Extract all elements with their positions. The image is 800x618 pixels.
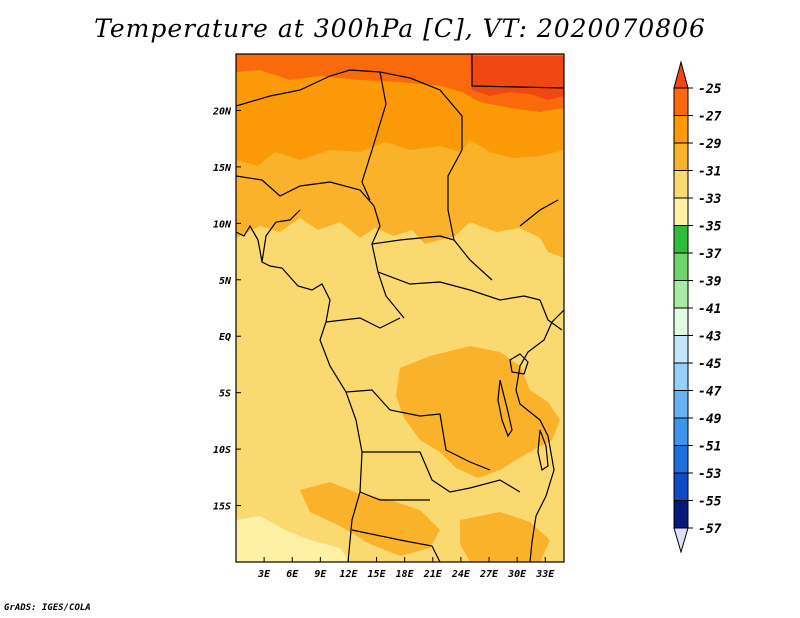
y-tick-label: 5N <box>219 276 232 287</box>
colorbar-label: -29 <box>698 137 722 152</box>
colorbar-swatch <box>673 225 689 254</box>
y-tick-label: 20N <box>212 106 232 117</box>
lake-victoria <box>509 353 529 375</box>
border-sahel2 <box>371 205 405 319</box>
border-e1 <box>539 299 563 331</box>
y-tick-label: 15S <box>213 502 231 513</box>
credit-label: GrADS: IGES/COLA <box>4 603 91 613</box>
x-tick-label: 30E <box>507 569 527 580</box>
colorbar-swatch <box>673 445 689 474</box>
border-c3 <box>325 317 401 329</box>
field-patch-south <box>300 482 440 556</box>
colorbar-label: -35 <box>698 220 722 235</box>
x-tick-label: 21E <box>423 569 443 580</box>
colorbar-bottom-arrow <box>673 527 689 554</box>
y-tick-label: 5S <box>219 389 231 400</box>
colorbar-swatch <box>673 87 689 116</box>
x-axis: 3E 6E 9E 12E 15E 18E 21E 24E 27E 30E 33E <box>257 557 555 580</box>
border-c2 <box>377 271 541 301</box>
x-tick-label: 15E <box>368 569 387 580</box>
border-n1 <box>236 69 463 150</box>
colorbar-swatch <box>673 170 689 199</box>
colorbar-swatch <box>673 472 689 501</box>
x-tick-label: 9E <box>314 569 327 580</box>
x-tick-label: 33E <box>535 569 555 580</box>
coastline-west-africa <box>236 224 363 562</box>
colorbar-swatch <box>673 307 689 336</box>
border-c1 <box>371 235 455 245</box>
colorbar-swatch <box>673 252 689 281</box>
colorbar-label: -31 <box>698 165 721 180</box>
border-sahel1 <box>236 175 375 207</box>
colorbar-top-arrow <box>673 60 689 89</box>
colorbar-label: -55 <box>698 495 722 510</box>
x-tick-label: 6E <box>286 569 299 580</box>
colorbar-swatch <box>673 142 689 171</box>
colorbar-label: -25 <box>698 82 722 97</box>
map-frame <box>235 53 565 563</box>
colorbar-label: -27 <box>698 110 722 125</box>
y-tick-label: 10N <box>213 219 232 230</box>
colorbar-label: -53 <box>698 467 722 482</box>
border-s3 <box>351 529 441 562</box>
colorbar-swatch <box>673 280 689 309</box>
colorbar-label: -49 <box>698 412 722 427</box>
field-patch-southeast <box>460 512 550 562</box>
field-patch-cool <box>236 516 350 562</box>
border-n2 <box>471 54 564 89</box>
colorbar-swatch <box>673 417 689 446</box>
x-tick-label: 24E <box>451 569 471 580</box>
field-core-minus25 <box>470 56 564 100</box>
y-axis: 20N 15N 10N 5N EQ 5S 10S 15S <box>212 106 241 513</box>
border-e2 <box>519 199 559 227</box>
border-n4 <box>447 149 493 281</box>
colorbar-label: -51 <box>698 440 721 455</box>
country-borders <box>236 54 564 562</box>
y-tick-label: 15N <box>213 163 232 174</box>
coastline-east-africa <box>515 309 564 562</box>
colorbar-label: -57 <box>698 522 722 537</box>
colorbar-label: -47 <box>698 385 722 400</box>
colorbar-label: -37 <box>698 247 722 262</box>
x-tick-label: 3E <box>257 569 271 580</box>
colorbar: -25 -27 -29 -31 -33 -35 -37 -39 -41 -43 -45 -47 -49 -… <box>673 60 722 554</box>
border-s2 <box>359 491 430 501</box>
border-n3 <box>361 71 387 201</box>
field-patch-east <box>396 346 560 478</box>
lake-malawi <box>537 429 549 471</box>
chart-title: Temperature at 300hPa [C], VT: 202007080… <box>94 14 706 43</box>
y-tick-label: EQ <box>219 332 231 343</box>
lake-tanganyika <box>497 379 513 438</box>
colorbar-swatch <box>673 390 689 419</box>
colorbar-swatch <box>673 197 689 226</box>
border-w1 <box>261 209 301 263</box>
border-s1 <box>362 451 521 493</box>
colorbar-swatch <box>673 362 689 391</box>
colorbar-label: -43 <box>698 330 722 345</box>
x-tick-label: 18E <box>396 569 415 580</box>
colorbar-swatch <box>673 500 689 529</box>
x-tick-label: 12E <box>339 569 358 580</box>
colorbar-swatch <box>673 115 689 144</box>
x-tick-label: 27E <box>479 569 499 580</box>
y-tick-label: 10S <box>213 445 231 456</box>
colorbar-label: -39 <box>698 275 722 290</box>
colorbar-label: -41 <box>698 302 721 317</box>
colorbar-label: -33 <box>698 192 722 207</box>
colorbar-swatch <box>673 335 689 364</box>
temperature-field <box>236 54 564 562</box>
colorbar-label: -45 <box>698 357 722 372</box>
border-c4 <box>345 389 491 471</box>
